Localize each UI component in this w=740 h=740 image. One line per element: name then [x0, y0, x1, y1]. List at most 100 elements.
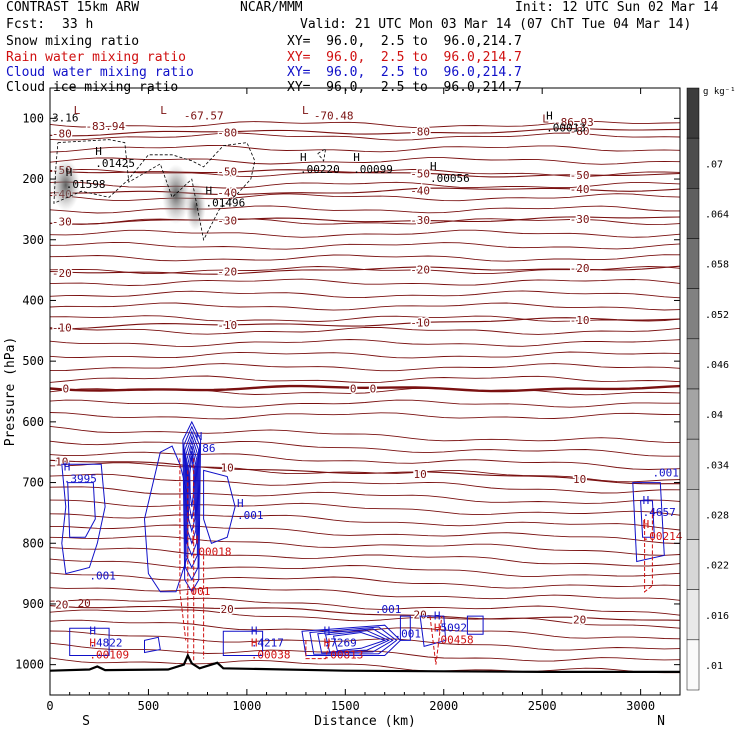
field-name-rain: Rain water mixing ratio — [6, 50, 187, 65]
isotherm-label: 0 — [62, 382, 69, 395]
y-axis-label: Pressure (hPa) — [3, 337, 18, 447]
low-marker: L — [302, 104, 309, 117]
extremum-marker: H — [251, 637, 258, 650]
extremum-marker: H — [434, 621, 441, 634]
isotherm-line — [49, 302, 681, 311]
y-tick-label: 800 — [22, 536, 44, 550]
extremum-marker: H — [192, 533, 199, 546]
temperature-extreme-label: -70.48 — [314, 110, 354, 123]
isotherm-line — [49, 351, 681, 359]
cloud-water-contour — [222, 630, 264, 656]
colorbar-tick-label: .046 — [705, 360, 729, 371]
snow-contour — [317, 147, 327, 162]
colorbar-tick-label: .07 — [705, 159, 723, 170]
isotherm-line — [49, 326, 681, 335]
isotherm-label: 0 — [370, 382, 377, 395]
y-tick-label: 700 — [22, 476, 44, 490]
isotherm-label: 10 — [221, 461, 234, 474]
extremum-value: .01496 — [206, 196, 246, 209]
isotherm-line — [49, 132, 681, 141]
extremum-marker: H — [64, 461, 71, 474]
isotherm-line — [49, 339, 681, 347]
extremum-value: .01598 — [66, 178, 106, 191]
rain-contour — [644, 506, 653, 593]
isotherm-line — [49, 412, 681, 420]
isotherm-line — [49, 535, 681, 556]
extremum-marker: H — [324, 637, 331, 650]
extremum-marker: H — [643, 518, 650, 531]
low-marker: L — [74, 104, 81, 117]
cloud-water-contour — [419, 615, 447, 648]
isotherm-line — [49, 642, 681, 662]
cloud-water-contour — [183, 425, 201, 581]
isotherm-label: -30 — [217, 215, 237, 228]
contour-label: 3.16 — [52, 111, 79, 124]
org-label: NCAR/MMM — [240, 0, 303, 15]
extremum-marker: H — [251, 624, 258, 637]
isotherm-line — [49, 524, 681, 545]
isotherm-line — [49, 499, 681, 516]
isotherm--80 — [49, 128, 681, 137]
isotherm-label: -30 — [410, 214, 430, 227]
isotherm-line — [49, 558, 681, 577]
isotherm--40 — [49, 187, 681, 196]
temperature-extreme-label: -83.94 — [85, 120, 125, 133]
isotherm--10 — [49, 317, 681, 330]
extremum-value: .86 — [196, 442, 216, 455]
extremum-marker: H — [430, 160, 437, 173]
isotherm-label: -20 — [570, 262, 590, 275]
isotherm-label: 10 — [573, 473, 586, 486]
isotherm-label: 20 — [55, 598, 68, 611]
isotherm-line — [49, 399, 680, 408]
contour-label: .001 — [89, 570, 116, 583]
isotherm-label: -80 — [52, 127, 72, 140]
extremum-value: .00813 — [324, 649, 364, 662]
extremum-value: .01425 — [95, 157, 135, 170]
extremum-marker: H — [89, 624, 96, 637]
isotherm-label: 10 — [414, 468, 427, 481]
extremum-value: .00038 — [251, 649, 291, 662]
x-tick-label: 3000 — [626, 699, 655, 713]
isotherm-label: -50 — [570, 169, 590, 182]
isotherm-line — [49, 229, 681, 238]
colorbar-segment — [686, 639, 700, 691]
model-title: CONTRAST 15km ARW — [6, 0, 140, 15]
cloud-water-contour — [67, 482, 96, 538]
colorbar-tick-label: .022 — [705, 561, 729, 572]
extremum-value: .4657 — [643, 506, 676, 519]
extremum-marker: H — [237, 497, 244, 510]
isotherm-line — [49, 278, 681, 286]
isotherm-label: -40 — [217, 187, 237, 200]
isotherm-label: -10 — [217, 319, 237, 332]
cloud-water-contour — [184, 430, 200, 569]
colorbar-segment — [686, 338, 700, 390]
cloud-ice-shade — [51, 159, 80, 212]
extremum-value: .4217 — [251, 636, 284, 649]
extremum-value: .00099 — [353, 163, 393, 176]
colorbar-segment — [686, 87, 700, 139]
extremum-marker: H — [643, 494, 650, 507]
isotherm-line — [49, 205, 680, 214]
field-xy-rain: XY= 96.0, 2.5 to 96.0,214.7 — [287, 50, 522, 65]
temperature-extreme-label: -86.93 — [554, 116, 594, 129]
extremum-marker: H — [324, 624, 331, 637]
isotherm-label: -80 — [570, 125, 590, 138]
extremum-value: .00458 — [434, 633, 474, 646]
y-tick-label: 600 — [22, 415, 44, 429]
x-axis-label: Distance (km) — [314, 714, 416, 729]
colorbar-tick-label: .028 — [705, 510, 729, 521]
isotherm-line — [49, 181, 681, 189]
cloud-water-contour — [182, 420, 202, 593]
colorbar-tick-label: .052 — [705, 310, 729, 321]
cloud-water-contour — [61, 463, 106, 575]
low-marker: L — [542, 113, 549, 126]
colorbar-segment — [686, 589, 700, 641]
x-end-label-right: N — [657, 714, 665, 729]
cloud-ice-shade — [162, 164, 190, 225]
rain-contour — [429, 616, 443, 665]
colorbar-segment — [686, 188, 700, 239]
isotherm-label: -30 — [52, 215, 72, 228]
valid-time: Valid: 21 UTC Mon 03 Mar 14 (07 ChT Tue … — [300, 17, 692, 32]
colorbar-tick-label: .016 — [705, 611, 729, 622]
